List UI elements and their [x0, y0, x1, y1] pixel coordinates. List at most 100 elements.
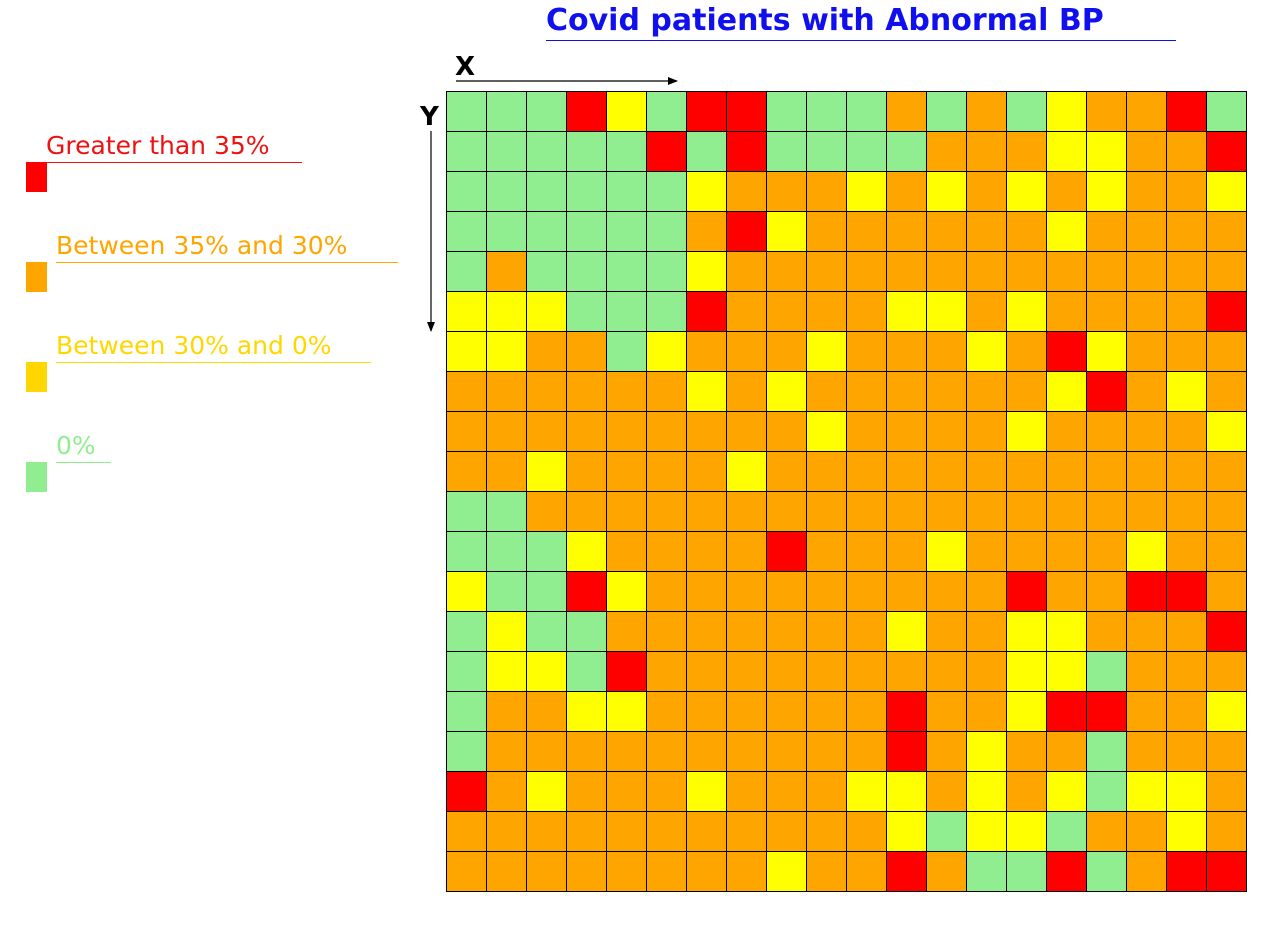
- heatmap-cell: [846, 771, 887, 812]
- heatmap-cell: [446, 411, 487, 452]
- heatmap-cell: [606, 811, 647, 852]
- heatmap-cell: [1006, 851, 1047, 892]
- y-axis-label: Y: [420, 102, 439, 132]
- heatmap-cell: [806, 451, 847, 492]
- heatmap-cell: [606, 851, 647, 892]
- heatmap-cell: [1086, 91, 1127, 132]
- heatmap-cell: [486, 131, 527, 172]
- heatmap-cell: [566, 411, 607, 452]
- heatmap-cell: [886, 851, 927, 892]
- heatmap-cell: [966, 331, 1007, 372]
- heatmap-cell: [966, 771, 1007, 812]
- heatmap-cell: [886, 91, 927, 132]
- heatmap-cell: [1006, 291, 1047, 332]
- legend-label: Greater than 35%: [46, 131, 302, 163]
- heatmap-cell: [606, 611, 647, 652]
- heatmap-cell: [766, 731, 807, 772]
- heatmap-cell: [1206, 531, 1247, 572]
- heatmap-cell: [446, 491, 487, 532]
- heatmap-cell: [806, 851, 847, 892]
- heatmap-cell: [1126, 251, 1167, 292]
- heatmap-cell: [1006, 491, 1047, 532]
- heatmap-cell: [726, 171, 767, 212]
- heatmap-cell: [526, 771, 567, 812]
- heatmap-cell: [966, 691, 1007, 732]
- heatmap-cell: [446, 371, 487, 412]
- heatmap-cell: [606, 691, 647, 732]
- heatmap-cell: [1006, 171, 1047, 212]
- heatmap-cell: [1206, 451, 1247, 492]
- x-axis-label: X: [455, 52, 476, 82]
- heatmap-cell: [686, 251, 727, 292]
- heatmap-cell: [1206, 571, 1247, 612]
- heatmap-cell: [886, 571, 927, 612]
- heatmap-cell: [726, 531, 767, 572]
- heatmap-cell: [766, 851, 807, 892]
- heatmap-cell: [1006, 571, 1047, 612]
- heatmap-cell: [526, 451, 567, 492]
- heatmap-cell: [1086, 451, 1127, 492]
- heatmap-cell: [766, 371, 807, 412]
- heatmap-cell: [886, 811, 927, 852]
- heatmap-cell: [926, 451, 967, 492]
- heatmap-cell: [726, 731, 767, 772]
- heatmap-cell: [1006, 691, 1047, 732]
- heatmap-cell: [926, 531, 967, 572]
- heatmap-cell: [1126, 531, 1167, 572]
- heatmap-cell: [766, 771, 807, 812]
- heatmap-cell: [606, 171, 647, 212]
- heatmap-cell: [966, 171, 1007, 212]
- heatmap-cell: [566, 571, 607, 612]
- heatmap-cell: [926, 611, 967, 652]
- heatmap-cell: [726, 131, 767, 172]
- heatmap-cell: [1126, 651, 1167, 692]
- heatmap-cell: [966, 371, 1007, 412]
- heatmap-cell: [726, 491, 767, 532]
- heatmap-cell: [766, 251, 807, 292]
- heatmap-cell: [766, 211, 807, 252]
- heatmap-cell: [566, 771, 607, 812]
- heatmap-cell: [806, 91, 847, 132]
- heatmap-cell: [926, 571, 967, 612]
- heatmap-cell: [1086, 731, 1127, 772]
- heatmap-cell: [846, 291, 887, 332]
- heatmap-cell: [886, 131, 927, 172]
- heatmap-cell: [766, 491, 807, 532]
- heatmap-cell: [646, 451, 687, 492]
- heatmap-cell: [1206, 411, 1247, 452]
- heatmap-cell: [806, 291, 847, 332]
- heatmap-cell: [766, 691, 807, 732]
- heatmap-cell: [646, 571, 687, 612]
- heatmap-cell: [686, 811, 727, 852]
- heatmap-cell: [566, 211, 607, 252]
- heatmap-cell: [766, 611, 807, 652]
- heatmap-cell: [806, 211, 847, 252]
- heatmap-cell: [446, 91, 487, 132]
- heatmap-cell: [646, 411, 687, 452]
- heatmap-cell: [1126, 371, 1167, 412]
- heatmap-cell: [966, 851, 1007, 892]
- heatmap-cell: [1206, 731, 1247, 772]
- heatmap-cell: [446, 691, 487, 732]
- heatmap-cell: [1166, 251, 1207, 292]
- heatmap-cell: [686, 171, 727, 212]
- heatmap-cell: [1166, 171, 1207, 212]
- heatmap-cell: [966, 611, 1007, 652]
- heatmap-cell: [1086, 251, 1127, 292]
- heatmap-cell: [1206, 651, 1247, 692]
- heatmap-cell: [1126, 491, 1167, 532]
- heatmap-cell: [1206, 851, 1247, 892]
- heatmap-cell: [1126, 771, 1167, 812]
- legend-swatch: [26, 462, 47, 492]
- heatmap-cell: [846, 691, 887, 732]
- heatmap-cell: [966, 411, 1007, 452]
- heatmap-cell: [846, 251, 887, 292]
- heatmap-cell: [566, 531, 607, 572]
- heatmap-cell: [846, 531, 887, 572]
- heatmap-cell: [886, 771, 927, 812]
- heatmap-cell: [1126, 91, 1167, 132]
- heatmap-cell: [806, 811, 847, 852]
- heatmap-cell: [446, 851, 487, 892]
- heatmap-cell: [646, 171, 687, 212]
- heatmap-cell: [566, 291, 607, 332]
